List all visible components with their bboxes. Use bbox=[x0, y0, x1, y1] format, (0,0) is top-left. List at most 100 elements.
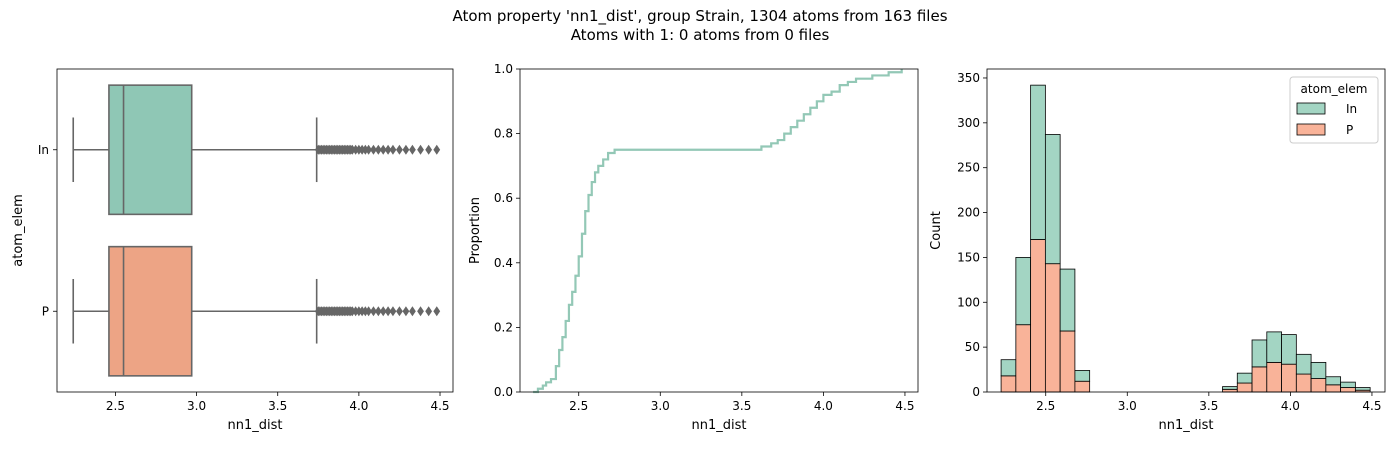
x-axis-label: nn1_dist bbox=[1159, 418, 1214, 433]
hist-bar-In bbox=[1236, 372, 1253, 384]
outlier-marker bbox=[396, 144, 403, 155]
hist-bar-P bbox=[1059, 330, 1076, 393]
outlier-marker bbox=[365, 306, 373, 317]
x-axis-label: nn1_dist bbox=[228, 418, 283, 433]
hist-bar-In bbox=[1030, 84, 1046, 240]
y-tick-label: 300 bbox=[957, 116, 980, 130]
outlier-marker bbox=[425, 144, 433, 155]
x-tick-label: 4.0 bbox=[1281, 399, 1300, 413]
y-tick-label: 100 bbox=[957, 295, 980, 309]
y-tick-label: 1.0 bbox=[494, 62, 513, 76]
hist-bar-P bbox=[1325, 384, 1342, 393]
histogram-plot-frame bbox=[986, 68, 1386, 393]
x-tick-label: 3.5 bbox=[268, 399, 287, 413]
x-tick-label: 2.5 bbox=[569, 399, 588, 413]
outlier-marker bbox=[433, 306, 441, 317]
x-tick-label: 2.5 bbox=[106, 399, 125, 413]
y-tick-label: 0.6 bbox=[494, 191, 513, 205]
outlier-marker bbox=[417, 306, 424, 317]
box-P bbox=[72, 245, 441, 377]
y-tick-label: P bbox=[42, 304, 49, 318]
outlier-marker bbox=[409, 144, 416, 155]
outlier-marker bbox=[402, 144, 410, 155]
y-tick-label: 0.0 bbox=[494, 385, 513, 399]
box-In bbox=[72, 84, 441, 216]
hist-bar-P bbox=[1074, 380, 1091, 393]
x-tick-label: 2.5 bbox=[1036, 399, 1055, 413]
iqr-box bbox=[108, 84, 193, 216]
hist-bar-In bbox=[1354, 387, 1371, 391]
x-tick-label: 4.0 bbox=[814, 399, 833, 413]
outlier-marker bbox=[389, 144, 397, 155]
hist-bar-P bbox=[1295, 373, 1312, 393]
ecdf-line bbox=[533, 69, 903, 394]
hist-bar-P bbox=[1340, 387, 1356, 393]
hist-bar-In bbox=[1325, 376, 1342, 386]
hist-bar-P bbox=[1281, 363, 1297, 393]
y-tick-label: 200 bbox=[957, 206, 980, 220]
outlier-marker bbox=[370, 306, 377, 317]
x-tick-label: 3.5 bbox=[732, 399, 751, 413]
legend-label-In: In bbox=[1346, 102, 1357, 116]
hist-bar-In bbox=[1059, 268, 1076, 332]
outlier-marker bbox=[370, 144, 377, 155]
hist-bar-In bbox=[1074, 370, 1091, 382]
figure-title-line-1: Atom property 'nn1_dist', group Strain, … bbox=[452, 7, 948, 25]
outlier-marker bbox=[433, 144, 441, 155]
hist-bar-In bbox=[1015, 257, 1032, 326]
x-tick-label: 3.5 bbox=[1199, 399, 1218, 413]
hist-bar-P bbox=[1015, 324, 1032, 393]
x-tick-label: 3.0 bbox=[187, 399, 206, 413]
hist-bar-P bbox=[1000, 375, 1017, 393]
y-axis-label: Proportion bbox=[468, 197, 483, 264]
x-axis-label: nn1_dist bbox=[692, 418, 747, 433]
legend-swatch-P bbox=[1296, 123, 1326, 136]
box-plot-frame bbox=[56, 68, 454, 393]
x-tick-label: 3.0 bbox=[1118, 399, 1137, 413]
y-tick-label: 50 bbox=[965, 340, 980, 354]
ecdf-plot-frame bbox=[519, 68, 919, 393]
histogram-legend: atom_elem In P bbox=[1289, 76, 1379, 144]
outlier-marker bbox=[384, 144, 392, 155]
outlier-marker bbox=[396, 306, 403, 317]
hist-bar-In bbox=[1310, 361, 1327, 379]
hist-bar-P bbox=[1310, 378, 1327, 393]
y-tick-label: In bbox=[38, 143, 49, 157]
outlier-marker bbox=[379, 144, 387, 155]
outlier-marker bbox=[389, 306, 397, 317]
hist-bar-In bbox=[1340, 381, 1356, 388]
y-tick-label: 0.4 bbox=[494, 256, 513, 270]
y-axis-label: Count bbox=[929, 211, 944, 250]
y-tick-label: 0.8 bbox=[494, 127, 513, 141]
hist-bar-P bbox=[1266, 361, 1282, 393]
hist-bar-In bbox=[1251, 339, 1268, 368]
x-tick-label: 4.5 bbox=[430, 399, 449, 413]
legend-title: atom_elem bbox=[1301, 82, 1368, 96]
x-tick-label: 4.5 bbox=[1362, 399, 1381, 413]
x-tick-label: 3.0 bbox=[651, 399, 670, 413]
hist-bar-In bbox=[1222, 386, 1238, 390]
hist-bar-In bbox=[1295, 353, 1312, 375]
outlier-marker bbox=[402, 306, 410, 317]
y-axis-label: atom_elem bbox=[11, 194, 26, 266]
hist-bar-P bbox=[1222, 388, 1238, 393]
outlier-marker bbox=[425, 306, 433, 317]
outlier-marker bbox=[384, 306, 392, 317]
y-tick-label: 150 bbox=[957, 250, 980, 264]
x-tick-label: 4.5 bbox=[895, 399, 914, 413]
y-tick-label: 0.2 bbox=[494, 320, 513, 334]
legend-swatch-In bbox=[1296, 102, 1326, 115]
hist-bar-P bbox=[1236, 382, 1253, 393]
hist-bar-P bbox=[1030, 239, 1046, 393]
outlier-marker bbox=[374, 306, 382, 317]
outlier-marker bbox=[379, 306, 387, 317]
hist-bar-In bbox=[1000, 359, 1017, 377]
outlier-marker bbox=[365, 144, 373, 155]
hist-bar-In bbox=[1266, 331, 1282, 363]
outlier-marker bbox=[417, 144, 424, 155]
x-tick-label: 4.0 bbox=[349, 399, 368, 413]
outlier-marker bbox=[409, 306, 416, 317]
legend-label-P: P bbox=[1346, 123, 1353, 137]
figure-title-line-2: Atoms with 1: 0 atoms from 0 files bbox=[570, 26, 830, 44]
